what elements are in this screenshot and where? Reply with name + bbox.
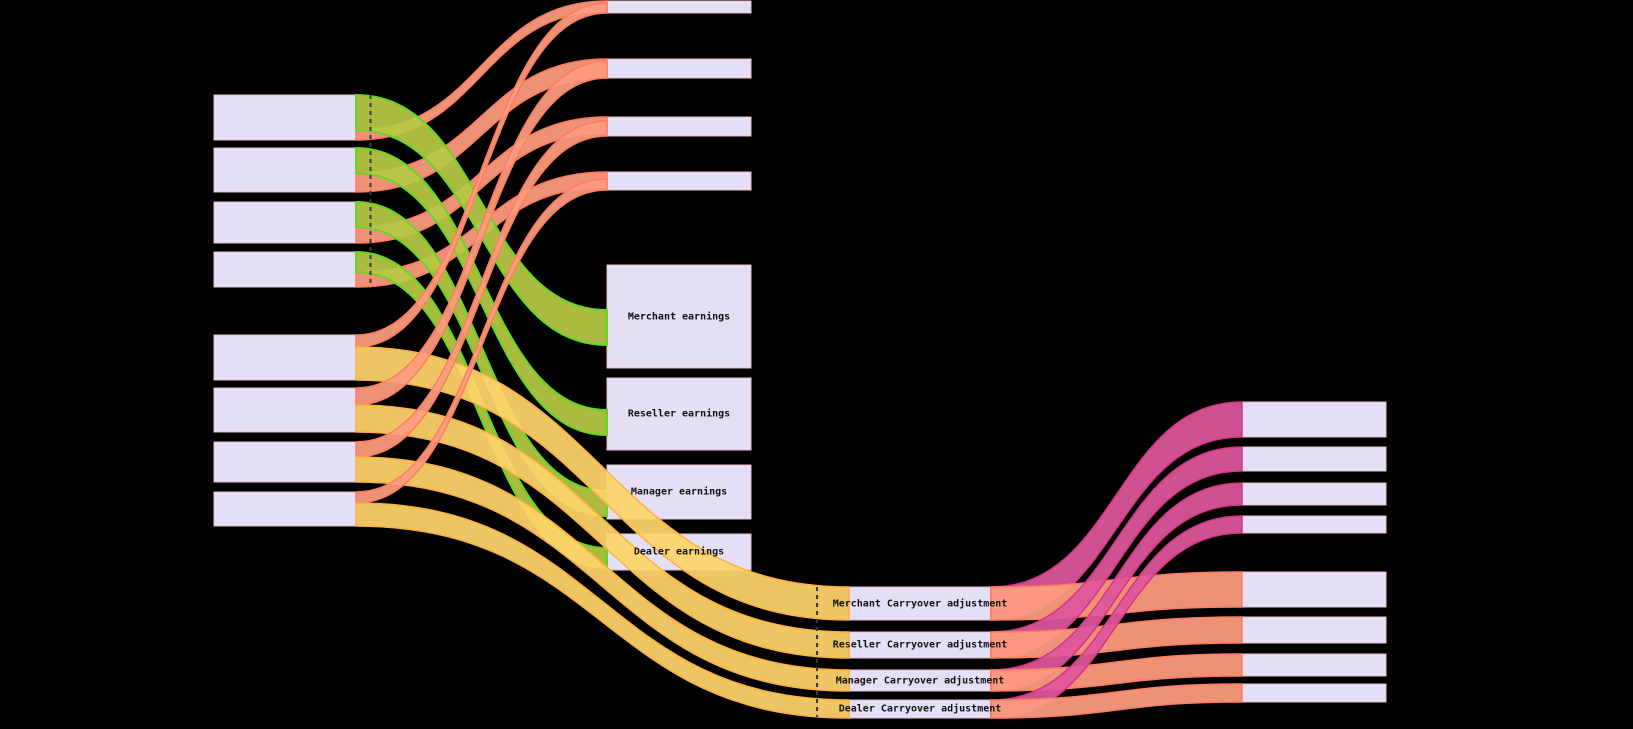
node-manager-carryover-adjustment[interactable] — [848, 669, 992, 692]
node-top-target-1[interactable] — [606, 0, 752, 14]
node-right-target-1[interactable] — [1241, 401, 1387, 438]
link-source-3-to-manager-earnings-green[interactable] — [355, 200, 608, 518]
node-source-6[interactable] — [213, 387, 357, 433]
node-source-5[interactable] — [213, 334, 357, 381]
link-source-1-to-merchant-earnings-green[interactable] — [355, 93, 608, 347]
link-source-8-to-dealer-carryover-adjustment-yellow[interactable] — [355, 502, 850, 719]
node-top-target-2[interactable] — [606, 58, 752, 79]
link-dealer-carryover-adjustment-to-right-target-4-pink[interactable] — [990, 515, 1243, 719]
node-source-8[interactable] — [213, 491, 357, 527]
node-source-3[interactable] — [213, 201, 357, 244]
node-right-target-6[interactable] — [1241, 616, 1387, 644]
node-merchant-earnings[interactable] — [606, 264, 752, 369]
link-source-7-to-manager-carryover-adjustment-yellow[interactable] — [355, 456, 850, 692]
node-right-target-2[interactable] — [1241, 446, 1387, 472]
node-reseller-earnings[interactable] — [606, 377, 752, 451]
link-source-8-to-top-target-4-salmon[interactable] — [355, 178, 608, 504]
node-top-target-4[interactable] — [606, 171, 752, 191]
node-right-target-5[interactable] — [1241, 571, 1387, 608]
node-right-target-8[interactable] — [1241, 683, 1387, 703]
node-right-target-7[interactable] — [1241, 653, 1387, 677]
node-right-target-4[interactable] — [1241, 515, 1387, 534]
link-source-5-to-merchant-carryover-adjustment-yellow[interactable] — [355, 346, 850, 621]
node-source-1[interactable] — [213, 94, 357, 141]
link-source-6-to-reseller-carryover-adjustment-yellow[interactable] — [355, 404, 850, 659]
node-dealer-carryover-adjustment[interactable] — [848, 699, 992, 719]
link-source-7-to-top-target-3-salmon[interactable] — [355, 120, 608, 458]
node-merchant-carryover-adjustment[interactable] — [848, 586, 992, 621]
link-dealer-carryover-adjustment-to-right-target-8-salmon[interactable] — [990, 683, 1243, 719]
link-source-5-to-top-target-1-salmon[interactable] — [355, 2, 608, 348]
node-source-4[interactable] — [213, 251, 357, 288]
link-reseller-carryover-adjustment-to-right-target-2-pink[interactable] — [990, 446, 1243, 659]
node-source-2[interactable] — [213, 147, 357, 193]
link-manager-carryover-adjustment-to-right-target-3-pink[interactable] — [990, 482, 1243, 692]
node-top-target-3[interactable] — [606, 116, 752, 137]
link-source-6-to-top-target-2-salmon[interactable] — [355, 60, 608, 406]
node-reseller-carryover-adjustment[interactable] — [848, 631, 992, 659]
node-source-7[interactable] — [213, 441, 357, 483]
node-right-target-3[interactable] — [1241, 482, 1387, 506]
